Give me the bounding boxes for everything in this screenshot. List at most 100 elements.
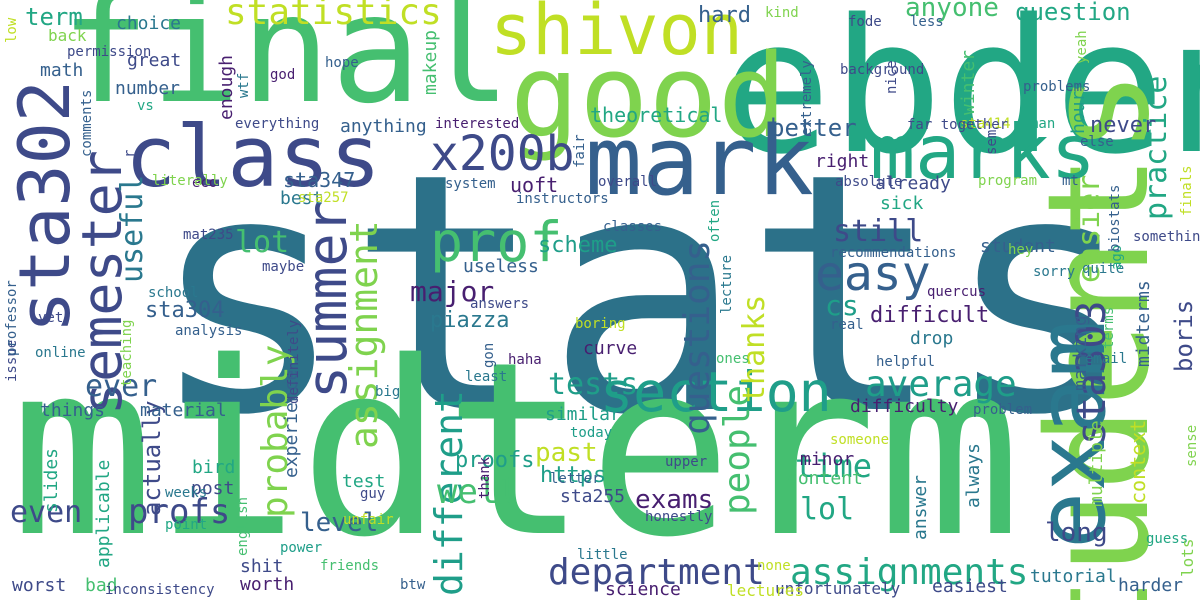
cloud-word: yet: [38, 310, 64, 326]
cloud-word: exams: [635, 485, 714, 515]
cloud-word: comments: [79, 89, 95, 157]
cloud-word: lots: [1178, 538, 1197, 577]
cloud-word: shit: [240, 556, 284, 577]
cloud-word: mt: [1062, 173, 1079, 189]
cloud-word: piazza: [430, 308, 510, 333]
cloud-word: makeup: [420, 29, 441, 95]
cloud-word: useful: [115, 174, 150, 283]
cloud-word: power: [280, 540, 323, 556]
cloud-word: instructors: [516, 191, 609, 207]
cloud-word: theoretical: [590, 103, 723, 127]
cloud-word: final: [60, 0, 512, 137]
cloud-word: honestly: [645, 509, 713, 525]
cloud-word: class: [125, 108, 381, 207]
cloud-word: anyone: [905, 0, 999, 23]
cloud-word: enough: [216, 54, 237, 120]
cloud-word: none: [757, 558, 791, 574]
cloud-word: problems: [1023, 79, 1091, 95]
cloud-word: right: [815, 151, 870, 172]
cloud-word: background: [840, 62, 925, 78]
cloud-word: analysis: [175, 323, 243, 339]
cloud-word: sick: [880, 193, 924, 214]
cloud-word: statistics: [225, 0, 442, 33]
cloud-word: least: [465, 369, 508, 385]
cloud-word: question: [1015, 0, 1131, 26]
cloud-word: well: [437, 472, 519, 512]
cloud-word: major: [410, 275, 495, 308]
cloud-word: cs: [825, 289, 859, 322]
cloud-word: even: [10, 495, 83, 530]
cloud-word: friends: [320, 558, 380, 574]
cloud-word: boris: [1170, 299, 1198, 372]
cloud-word: teaching: [119, 319, 135, 387]
cloud-word: finals: [1179, 165, 1195, 216]
cloud-word: good: [510, 30, 787, 164]
cloud-word: https: [540, 463, 607, 488]
cloud-word: man: [1030, 116, 1056, 132]
cloud-word: time: [795, 447, 873, 485]
cloud-word: recommendations: [830, 245, 957, 261]
cloud-word: maybe: [262, 259, 305, 275]
cloud-word: interested: [435, 116, 520, 132]
cloud-word: answer: [910, 474, 931, 540]
cloud-word: term: [25, 3, 83, 31]
cloud-word: point: [165, 517, 208, 533]
cloud-word: bird: [192, 457, 236, 478]
cloud-word: proofs: [455, 448, 535, 473]
cloud-word: far together: [907, 117, 1009, 133]
cloud-word: literally: [152, 173, 228, 189]
cloud-word: back: [48, 26, 87, 45]
cloud-word: thank: [477, 456, 493, 499]
cloud-word: eco: [192, 175, 218, 191]
cloud-word: always: [963, 442, 984, 508]
cloud-word: weeks: [165, 485, 208, 501]
cloud-word: assignment: [342, 220, 386, 449]
cloud-word: everything: [235, 116, 320, 132]
cloud-word: choice: [116, 13, 182, 34]
cloud-word: guess: [1146, 531, 1189, 547]
cloud-word: kind: [765, 5, 799, 21]
cloud-word: better: [770, 114, 857, 142]
cloud-word: lot: [235, 225, 290, 260]
cloud-word: hard: [698, 3, 751, 28]
cloud-word: school: [148, 285, 199, 301]
cloud-word: absolute: [835, 174, 903, 190]
cloud-word: professor: [4, 280, 20, 356]
cloud-word: quercus: [927, 284, 987, 300]
cloud-word: tutorial: [1030, 566, 1117, 587]
cloud-word: science: [605, 579, 681, 600]
cloud-word: low: [4, 17, 20, 43]
cloud-word: shivon: [490, 0, 743, 71]
cloud-word: sem: [984, 129, 1000, 155]
cloud-word: r: [122, 149, 138, 158]
cloud-word: easy: [815, 246, 931, 302]
cloud-word: permission: [67, 44, 152, 60]
cloud-word: sta255: [560, 486, 626, 507]
cloud-word: content: [787, 468, 863, 489]
cloud-word: big: [375, 384, 401, 400]
cloud-word: someone: [830, 432, 890, 448]
cloud-word: god: [270, 67, 296, 83]
cloud-word: section: [600, 360, 832, 424]
cloud-word: haha: [508, 352, 542, 368]
cloud-word: sta347: [283, 168, 356, 192]
cloud-word: lol: [800, 492, 855, 527]
cloud-word: english: [235, 496, 251, 556]
cloud-word: level: [300, 508, 379, 538]
cloud-word: btw: [400, 577, 426, 593]
cloud-word: prof: [430, 210, 563, 274]
cloud-word: minor: [800, 449, 855, 470]
cloud-word: difficulty: [850, 396, 959, 417]
cloud-word: worth: [240, 574, 295, 595]
cloud-word: lectures: [727, 581, 805, 600]
cloud-word: mark: [585, 107, 814, 217]
cloud-word: lecture: [719, 254, 735, 314]
cloud-word: classes: [603, 219, 663, 235]
cloud-word: harder: [1118, 575, 1184, 596]
cloud-word: questions: [677, 239, 718, 435]
cloud-word: fode: [848, 14, 882, 30]
cloud-word: overall: [598, 174, 658, 190]
cloud-word: uoft: [510, 173, 559, 197]
cloud-word: sta414: [960, 116, 1011, 132]
